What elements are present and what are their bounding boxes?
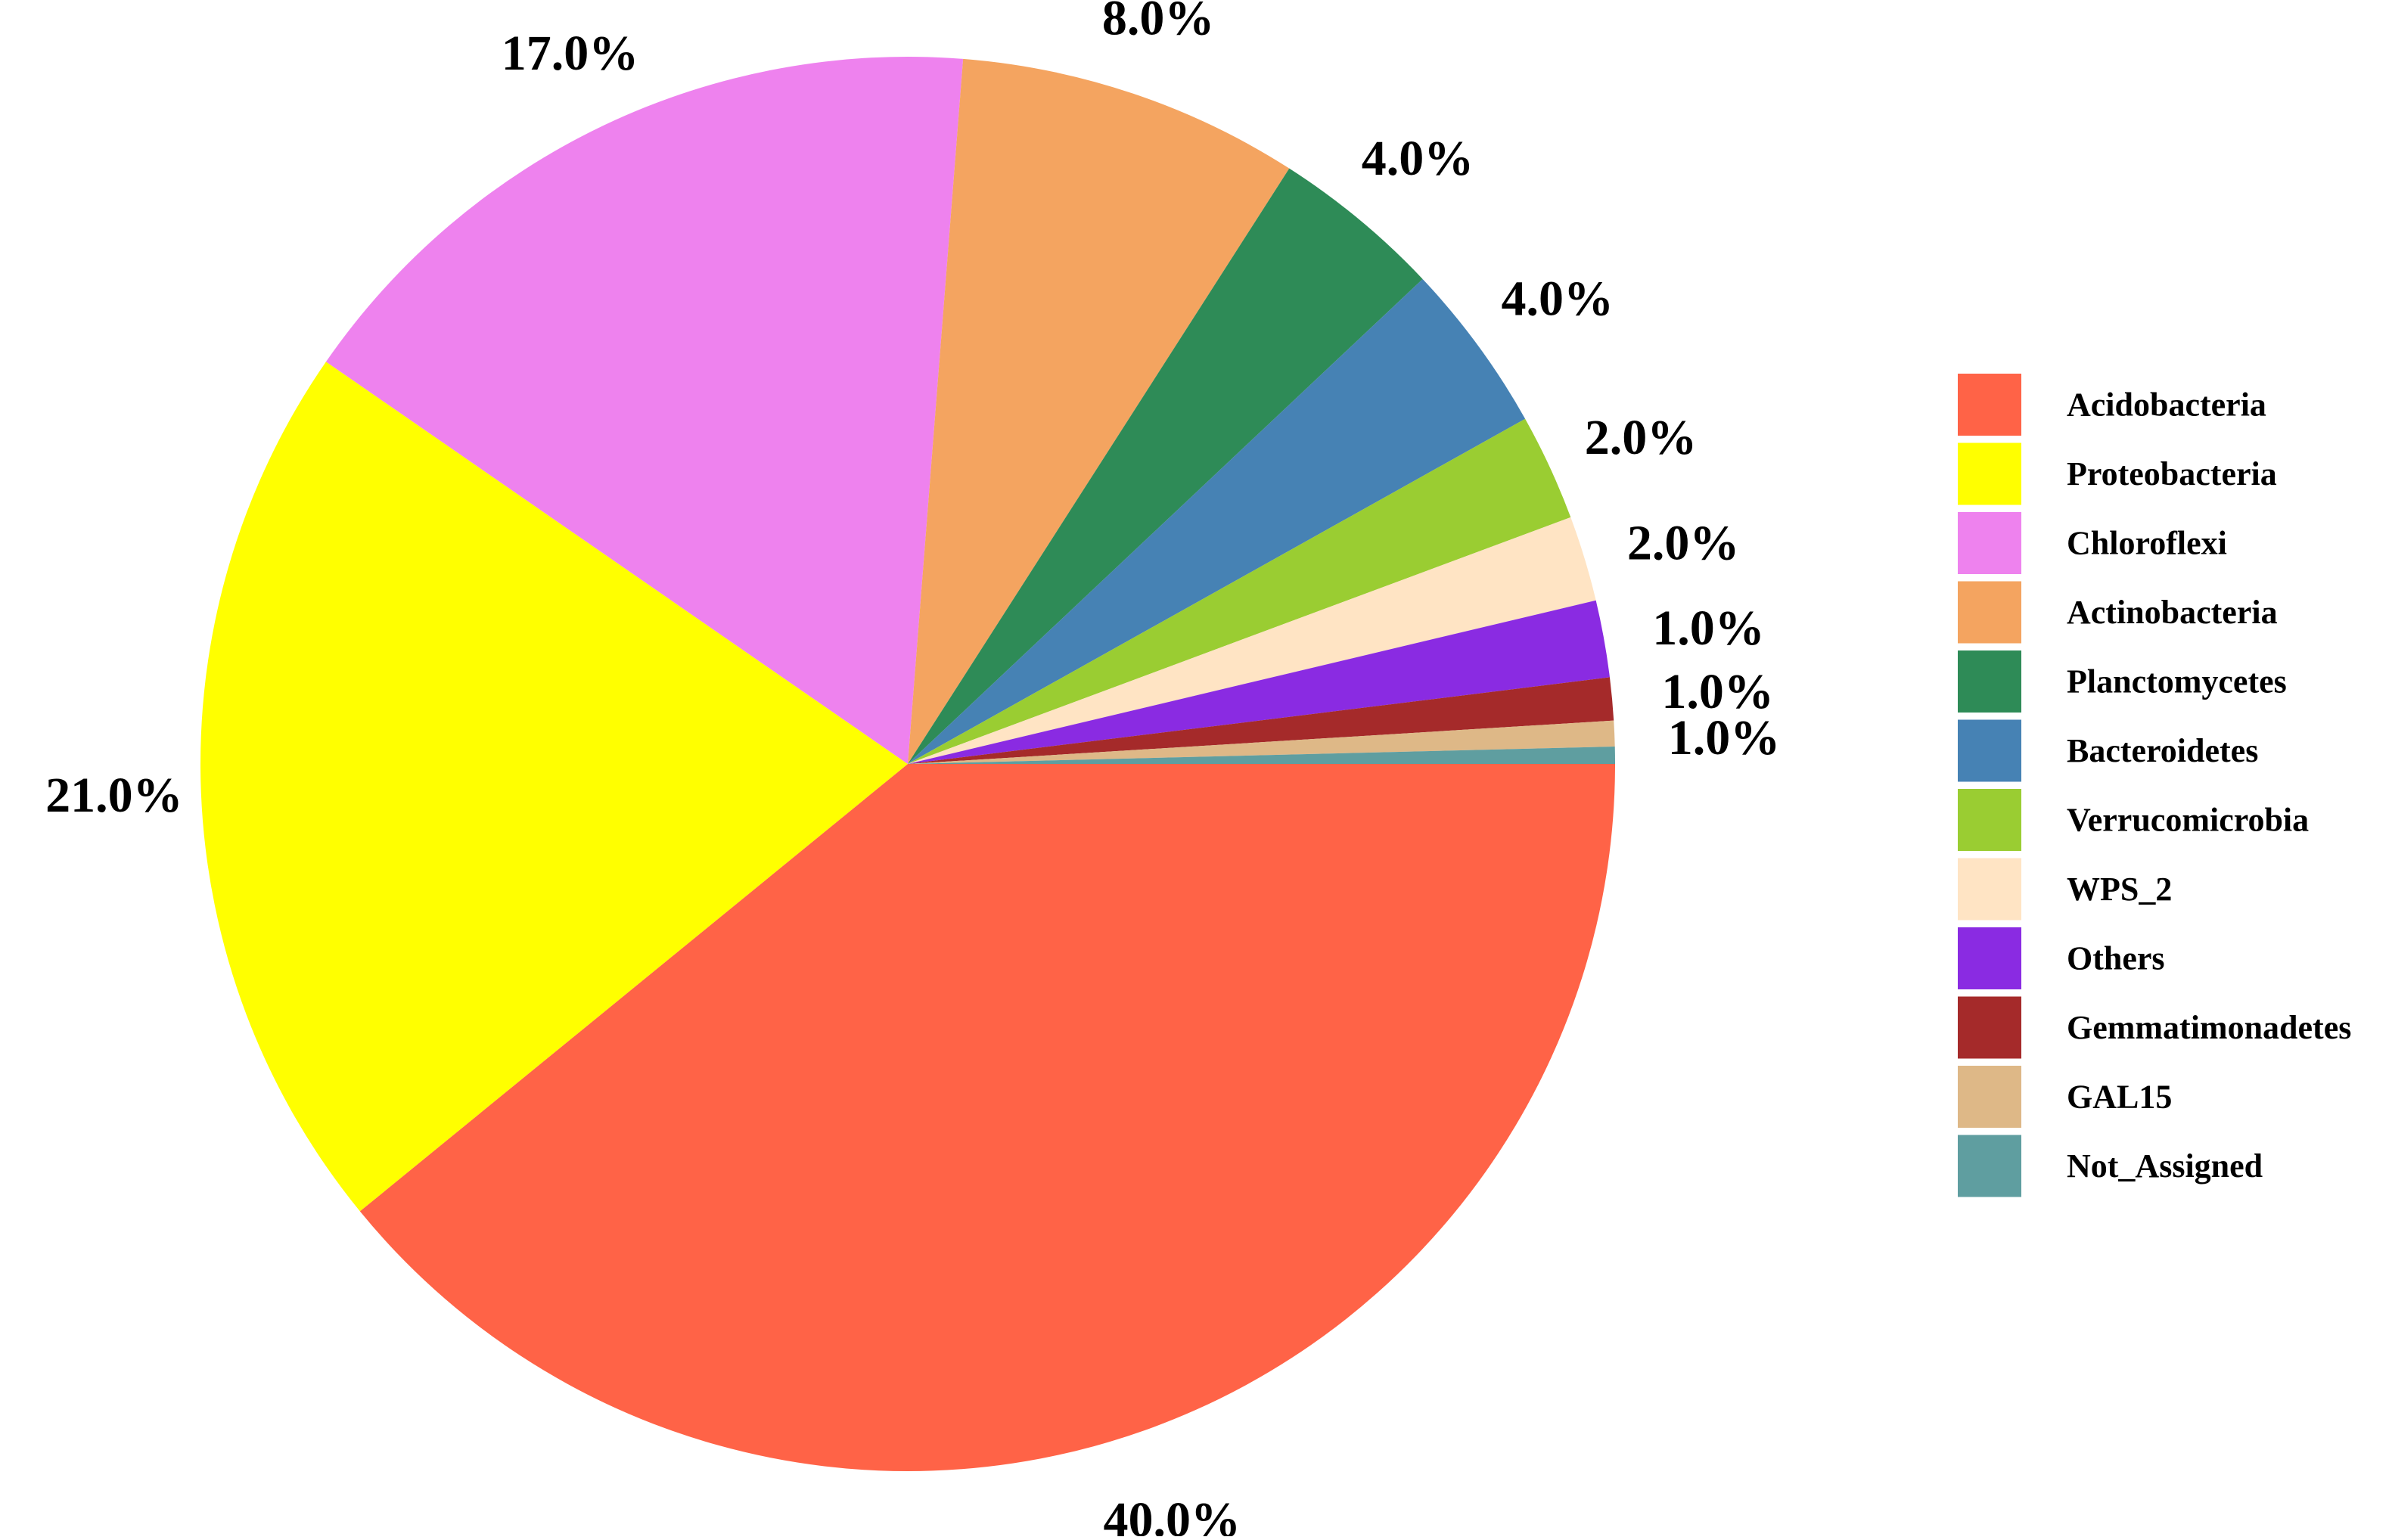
legend-label: Actinobacteria <box>2067 594 2278 631</box>
legend-label: Verrucomicrobia <box>2067 802 2309 839</box>
slice-label-bacteroidetes: 4.0% <box>1501 272 1614 327</box>
slice-label-chloroflexi: 17.0% <box>502 26 639 81</box>
legend-item-verrucomicrobia: Verrucomicrobia <box>1958 789 2309 851</box>
legend-swatch <box>1958 719 2021 782</box>
legend-item-actinobacteria: Actinobacteria <box>1958 581 2278 644</box>
legend: Acidobacteria Proteobacteria Chloroflexi Ac… <box>1958 374 2351 1197</box>
legend-swatch <box>1958 1066 2021 1128</box>
slice-not-assigned <box>908 747 1615 764</box>
legend-label: Proteobacteria <box>2067 455 2277 492</box>
slice-label-proteobacteria: 21.0% <box>45 768 183 823</box>
legend-label: Others <box>2067 940 2165 977</box>
pie-slices <box>200 57 1615 1471</box>
legend-swatch <box>1958 789 2021 851</box>
legend-label: Not_Assigned <box>2067 1147 2263 1184</box>
slice-label-gal15: 1.0% <box>1668 710 1781 765</box>
slice-label-acidobacteria: 40.0% <box>1103 1492 1241 1536</box>
legend-item-proteobacteria: Proteobacteria <box>1958 442 2277 505</box>
legend-item-others: Others <box>1958 927 2165 989</box>
legend-label: WPS_2 <box>2067 871 2172 908</box>
legend-label: Acidobacteria <box>2067 387 2266 424</box>
slice-wps-2 <box>908 517 1596 764</box>
legend-label: Bacteroidetes <box>2067 732 2258 769</box>
legend-item-acidobacteria: Acidobacteria <box>1958 374 2266 436</box>
legend-swatch <box>1958 927 2021 989</box>
slice-verrucomicrobia <box>908 418 1571 764</box>
legend-label: GAL15 <box>2067 1079 2172 1116</box>
slice-others <box>908 600 1610 764</box>
slice-label-gemmatimonadetes: 1.0% <box>1661 664 1774 719</box>
slice-label-verrucomicrobia: 2.0% <box>1585 410 1698 465</box>
legend-item-chloroflexi: Chloroflexi <box>1958 512 2227 574</box>
legend-item-not-assigned: Not_Assigned <box>1958 1135 2263 1197</box>
legend-label: Chloroflexi <box>2067 525 2227 562</box>
slice-actinobacteria <box>908 58 1290 765</box>
slice-planctomycetes <box>908 168 1423 764</box>
slice-acidobacteria <box>359 764 1615 1471</box>
legend-item-planctomycetes: Planctomycetes <box>1958 650 2287 713</box>
slice-chloroflexi <box>325 57 964 765</box>
slice-label-others: 1.0% <box>1652 601 1765 656</box>
legend-label: Gemmatimonadetes <box>2067 1009 2351 1046</box>
slice-label-planctomycetes: 4.0% <box>1362 131 1474 186</box>
legend-item-gemmatimonadetes: Gemmatimonadetes <box>1958 996 2351 1059</box>
legend-label: Planctomycetes <box>2067 663 2287 700</box>
legend-item-gal15: GAL15 <box>1958 1066 2172 1128</box>
slice-label-wps-2: 2.0% <box>1627 515 1740 570</box>
legend-swatch <box>1958 996 2021 1059</box>
slice-gemmatimonadetes <box>908 677 1614 764</box>
legend-swatch <box>1958 442 2021 505</box>
percentage-labels: 40.0%21.0%17.0%8.0%4.0%4.0%2.0%2.0%1.0%1… <box>45 0 1781 1540</box>
legend-item-wps-2: WPS_2 <box>1958 858 2172 921</box>
legend-swatch <box>1958 581 2021 644</box>
slice-proteobacteria <box>200 362 909 1212</box>
legend-swatch <box>1958 512 2021 574</box>
slice-bacteroidetes <box>908 278 1526 764</box>
legend-swatch <box>1958 1135 2021 1197</box>
slice-gal15 <box>908 720 1615 764</box>
legend-item-bacteroidetes: Bacteroidetes <box>1958 719 2258 782</box>
legend-swatch <box>1958 650 2021 713</box>
slice-label-actinobacteria: 8.0% <box>1102 0 1215 46</box>
legend-swatch <box>1958 374 2021 436</box>
legend-swatch <box>1958 858 2021 921</box>
